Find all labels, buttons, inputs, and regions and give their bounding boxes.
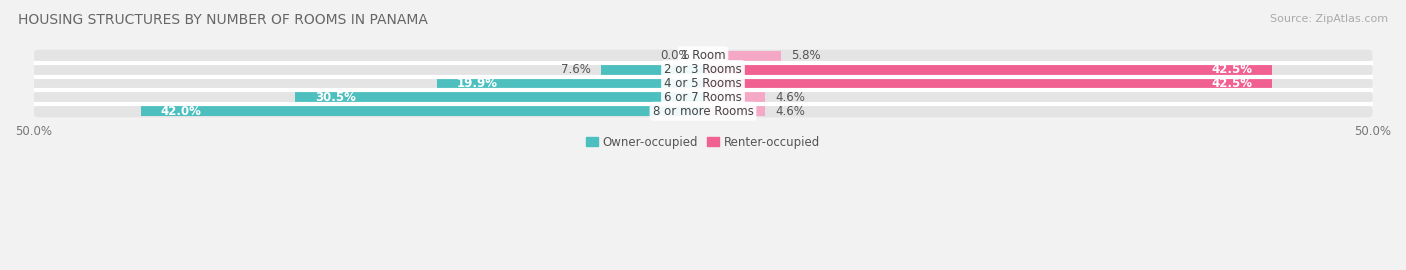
- FancyBboxPatch shape: [34, 105, 1372, 117]
- Text: 42.5%: 42.5%: [1211, 63, 1251, 76]
- Text: 4.6%: 4.6%: [775, 91, 806, 104]
- Text: HOUSING STRUCTURES BY NUMBER OF ROOMS IN PANAMA: HOUSING STRUCTURES BY NUMBER OF ROOMS IN…: [18, 14, 429, 28]
- Text: 7.6%: 7.6%: [561, 63, 591, 76]
- Bar: [703, 106, 765, 116]
- FancyBboxPatch shape: [34, 50, 1372, 62]
- Bar: [602, 65, 703, 75]
- Text: 42.5%: 42.5%: [1211, 77, 1251, 90]
- Bar: [703, 92, 765, 102]
- Bar: [295, 92, 703, 102]
- Text: 42.0%: 42.0%: [160, 105, 201, 118]
- Bar: [436, 79, 703, 89]
- Text: 1 Room: 1 Room: [681, 49, 725, 62]
- Text: 19.9%: 19.9%: [457, 77, 498, 90]
- Text: 0.0%: 0.0%: [659, 49, 689, 62]
- Bar: [703, 51, 780, 61]
- Text: 4 or 5 Rooms: 4 or 5 Rooms: [664, 77, 742, 90]
- Legend: Owner-occupied, Renter-occupied: Owner-occupied, Renter-occupied: [581, 131, 825, 153]
- Bar: [703, 65, 1272, 75]
- Text: 6 or 7 Rooms: 6 or 7 Rooms: [664, 91, 742, 104]
- Text: 8 or more Rooms: 8 or more Rooms: [652, 105, 754, 118]
- Bar: [141, 106, 703, 116]
- FancyBboxPatch shape: [34, 91, 1372, 103]
- FancyBboxPatch shape: [34, 63, 1372, 76]
- Bar: [703, 79, 1272, 89]
- Text: 2 or 3 Rooms: 2 or 3 Rooms: [664, 63, 742, 76]
- Text: 4.6%: 4.6%: [775, 105, 806, 118]
- Text: Source: ZipAtlas.com: Source: ZipAtlas.com: [1270, 14, 1388, 23]
- Text: 30.5%: 30.5%: [315, 91, 356, 104]
- Text: 5.8%: 5.8%: [792, 49, 821, 62]
- FancyBboxPatch shape: [34, 77, 1372, 90]
